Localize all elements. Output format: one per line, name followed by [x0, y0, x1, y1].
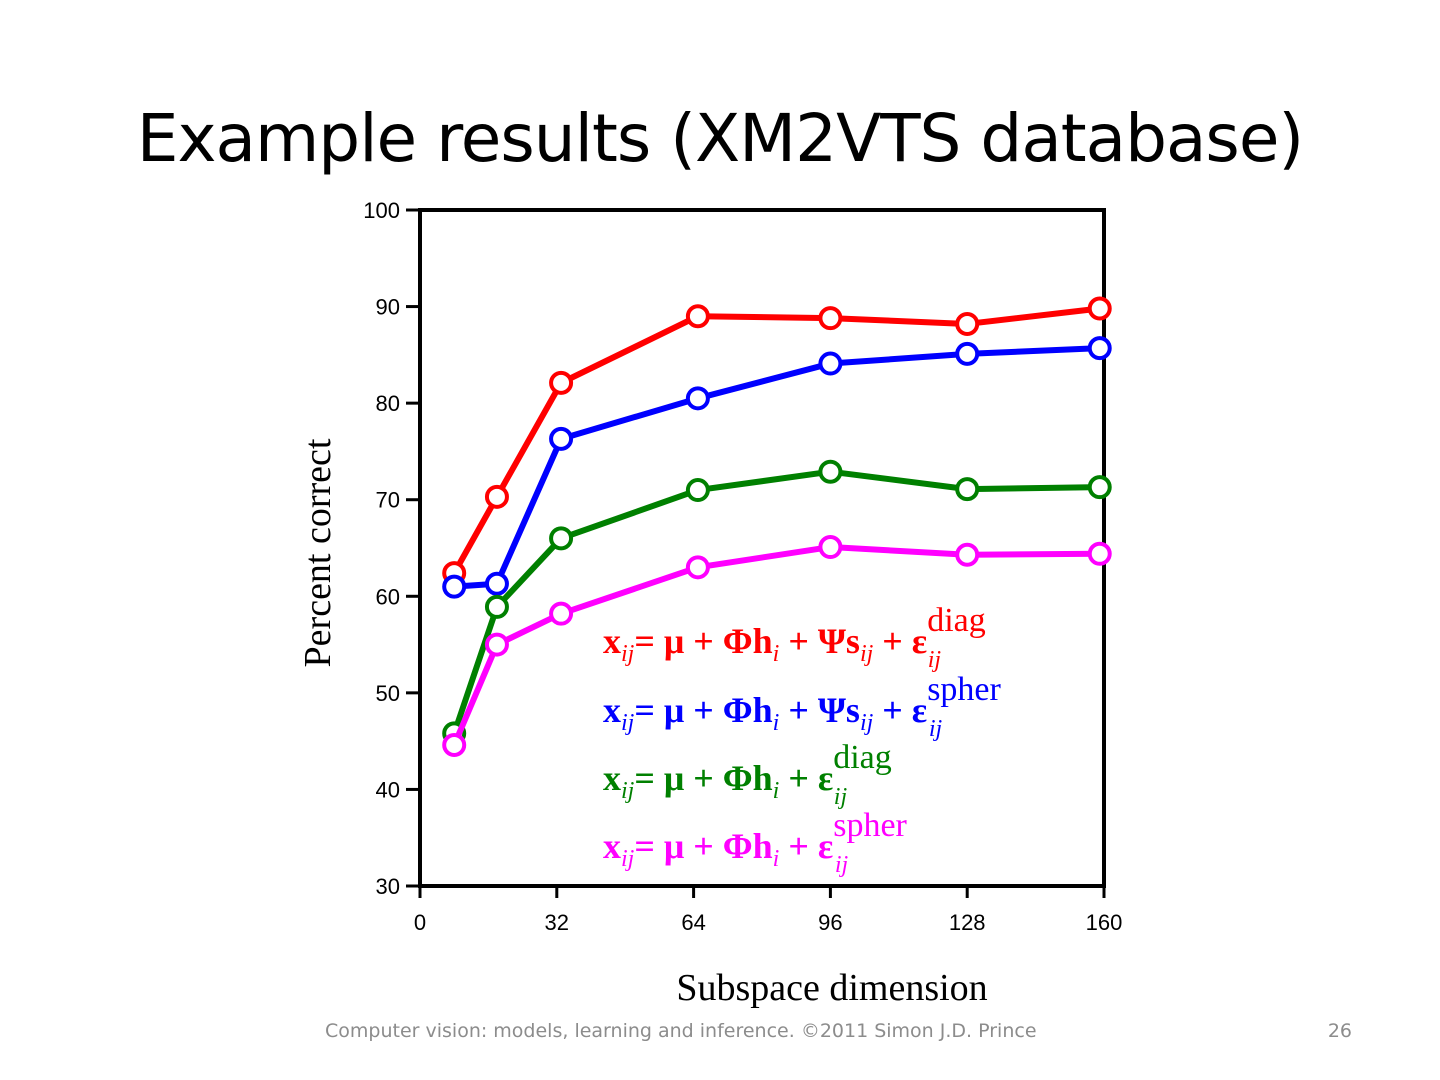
x-axis-label: Subspace dimension: [676, 967, 987, 1009]
y-axis-label: Percent correct: [297, 438, 339, 667]
x-tick-label: 128: [949, 910, 986, 935]
x-tick-label: 64: [681, 910, 705, 935]
series-line: [451, 468, 1100, 735]
data-point: [685, 386, 710, 411]
data-point: [955, 542, 980, 567]
y-tick-label: 50: [376, 681, 400, 706]
data-point: [549, 526, 574, 551]
x-tick-label: 32: [545, 910, 569, 935]
legend-entry-1: xij= μ + Φhi + Ψsij + εdiag ij: [603, 602, 986, 673]
slide-title: Example results (XM2VTS database): [136, 100, 1304, 177]
y-tick-label: 40: [376, 777, 400, 802]
legend-entry-3: xij= μ + Φhi + εdiag ij: [603, 739, 892, 810]
data-point: [685, 555, 710, 580]
y-tick-label: 30: [376, 874, 400, 899]
page-number: 26: [1327, 1020, 1352, 1042]
data-point: [549, 601, 574, 626]
data-point: [818, 351, 843, 376]
data-point: [818, 459, 843, 484]
series-2: [442, 336, 1112, 599]
data-point: [818, 306, 843, 331]
data-point: [955, 341, 980, 366]
chart-ticks: 30 40 50 60 70 80 90 100 0 32 64 96 128 160: [363, 198, 1122, 935]
y-tick-label: 90: [376, 295, 400, 320]
data-point: [955, 477, 980, 502]
data-point: [484, 632, 509, 657]
data-point: [549, 426, 574, 451]
footer-credit: Computer vision: models, learning and in…: [325, 1020, 1037, 1042]
series-1: [442, 296, 1112, 586]
data-point: [484, 594, 509, 619]
data-point: [1087, 336, 1112, 361]
chart-series: [442, 296, 1112, 758]
series-4: [442, 535, 1112, 758]
data-point: [549, 370, 574, 395]
x-tick-label: 96: [818, 910, 842, 935]
x-tick-label: 160: [1086, 910, 1123, 935]
data-point: [442, 574, 467, 599]
data-point: [1087, 541, 1112, 566]
y-tick-label: 100: [363, 198, 400, 223]
series-3: [442, 459, 1112, 746]
y-tick-label: 70: [376, 488, 400, 513]
data-point: [685, 478, 710, 503]
x-tick-label: 0: [414, 910, 426, 935]
data-point: [442, 733, 467, 758]
y-tick-label: 60: [376, 584, 400, 609]
data-point: [1087, 296, 1112, 321]
legend-entry-4: xij= μ + Φhi + εspher ij: [603, 807, 908, 878]
data-point: [484, 484, 509, 509]
data-point: [955, 311, 980, 336]
legend-entry-2: xij= μ + Φhi + Ψsij + εspher ij: [603, 671, 1002, 742]
y-tick-label: 80: [376, 391, 400, 416]
data-point: [685, 304, 710, 329]
data-point: [1087, 475, 1112, 500]
data-point: [484, 571, 509, 596]
data-point: [818, 535, 843, 560]
